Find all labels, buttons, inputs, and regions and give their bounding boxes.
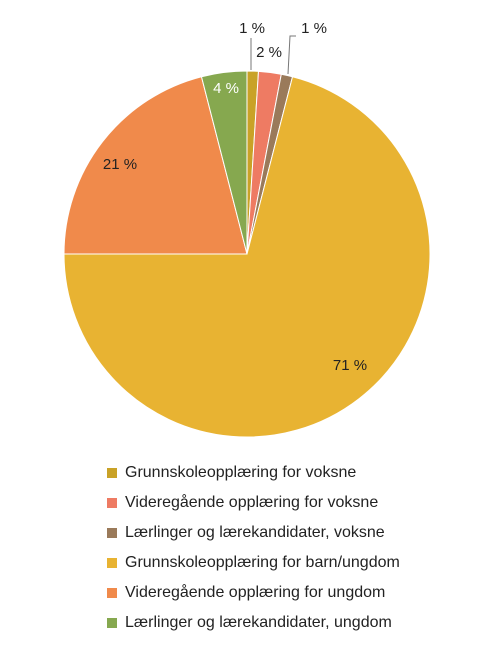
pie-data-labels: 1 % 2 % 1 % 71 % 21 % 4 % [103, 20, 367, 374]
legend-item: Lærlinger og lærekandidater, voksne [107, 518, 400, 548]
pie-data-label: 1 % [239, 20, 265, 37]
pie-slice [63, 76, 248, 255]
legend-swatch [107, 558, 117, 568]
leader-lines [250, 35, 296, 75]
legend: Grunnskoleopplæring for voksne Videregåe… [107, 458, 400, 638]
legend-label: Lærlinger og lærekandidater, voksne [125, 524, 385, 541]
legend-label: Videregående opplæring for voksne [125, 494, 379, 511]
legend-label: Grunnskoleopplæring for barn/ungdom [125, 554, 400, 571]
pie-data-label: 71 % [333, 357, 367, 374]
legend-item: Lærlinger og lærekandidater, ungdom [107, 608, 400, 638]
pie-slice [63, 76, 431, 438]
leader-line [287, 35, 296, 75]
legend-swatch [107, 528, 117, 538]
pie-slices [63, 70, 431, 438]
pie-chart: 1 % 2 % 1 % 71 % 21 % 4 % [63, 20, 431, 438]
pie-data-label: 4 % [213, 80, 239, 97]
legend-item: Videregående opplæring for voksne [107, 488, 400, 518]
legend-swatch [107, 618, 117, 628]
legend-item: Videregående opplæring for ungdom [107, 578, 400, 608]
legend-swatch [107, 468, 117, 478]
legend-item: Grunnskoleopplæring for barn/ungdom [107, 548, 400, 578]
legend-swatch [107, 498, 117, 508]
pie-slice [200, 70, 248, 255]
legend-item: Grunnskoleopplæring for voksne [107, 458, 400, 488]
legend-label: Lærlinger og lærekandidater, ungdom [125, 614, 392, 631]
pie-data-label: 2 % [256, 44, 282, 61]
legend-label: Grunnskoleopplæring for voksne [125, 464, 357, 481]
legend-label: Videregående opplæring for ungdom [125, 584, 386, 601]
pie-data-label: 1 % [301, 20, 327, 37]
legend-swatch [107, 588, 117, 598]
pie-data-label: 21 % [103, 156, 137, 173]
